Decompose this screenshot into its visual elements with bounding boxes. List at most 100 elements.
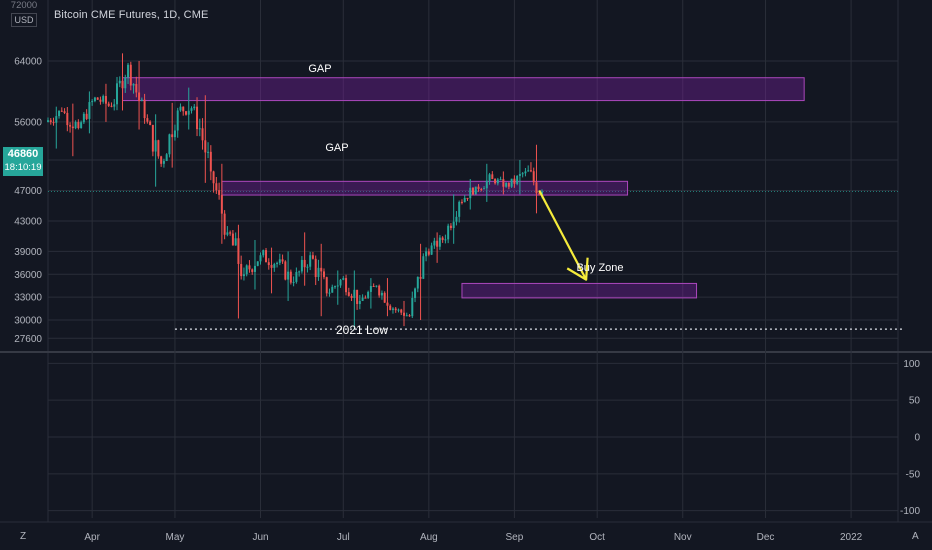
candle-body xyxy=(85,113,88,119)
candle-body xyxy=(140,99,143,102)
candle-body xyxy=(358,300,361,304)
candle-body xyxy=(149,121,152,125)
candle-body xyxy=(267,262,270,266)
candle-body xyxy=(394,308,397,311)
candle-body xyxy=(480,189,483,191)
candle-body xyxy=(218,190,221,195)
candle-body xyxy=(93,97,96,102)
candle-body xyxy=(207,151,210,153)
time-tick-label: Jun xyxy=(252,532,268,543)
candle-body xyxy=(389,305,392,310)
candle-body xyxy=(132,83,135,86)
candle-body xyxy=(259,255,262,262)
candle-body xyxy=(91,101,94,103)
candle-body xyxy=(309,255,312,267)
time-tick-label: Sep xyxy=(505,532,523,543)
candle-body xyxy=(184,111,187,115)
candle-body xyxy=(173,130,176,138)
price-axis-unit: 72000 USD xyxy=(4,0,44,27)
candle-body xyxy=(196,106,199,130)
gap-lower-label: GAP xyxy=(325,142,349,154)
candle-body xyxy=(157,140,160,157)
candle-body xyxy=(466,197,469,199)
candle-body xyxy=(356,289,359,304)
candle-body xyxy=(295,272,298,282)
candle-body xyxy=(499,179,502,181)
auto-scale-button[interactable]: A xyxy=(912,531,919,542)
candle-body xyxy=(198,128,201,130)
candle-body xyxy=(411,297,414,317)
candle-body xyxy=(99,99,102,102)
oscillator-tick-label: 0 xyxy=(914,433,920,444)
candle-body xyxy=(223,213,226,235)
candle-body xyxy=(209,151,212,172)
candle-body xyxy=(88,102,91,119)
candle-body xyxy=(510,178,513,187)
forecast-arrow xyxy=(538,189,589,281)
candle-body xyxy=(154,140,157,152)
zone-rect xyxy=(461,282,698,299)
candle-body xyxy=(425,251,428,257)
candle-body xyxy=(436,240,439,247)
candle-body xyxy=(378,285,381,296)
candle-body xyxy=(176,110,179,131)
candle-body xyxy=(162,161,165,164)
zoom-button[interactable]: Z xyxy=(20,531,27,542)
price-tick-label: 33000 xyxy=(14,293,42,304)
candle-body xyxy=(201,128,204,141)
price-tick-label: 30000 xyxy=(14,316,42,327)
candle-body xyxy=(60,110,63,112)
candle-body xyxy=(281,259,284,262)
candle-body xyxy=(204,140,207,153)
candle-body xyxy=(193,106,196,109)
candle-body xyxy=(535,182,538,194)
candle-body xyxy=(49,120,52,123)
buy-zone-label: Buy Zone xyxy=(576,262,624,274)
candle-body xyxy=(391,308,394,310)
candle-body xyxy=(538,193,541,195)
candle-body xyxy=(80,122,83,128)
candle-body xyxy=(422,256,425,279)
last-price-tag: 46860 18:10:19 xyxy=(3,147,43,176)
candle-body xyxy=(298,271,301,273)
candle-body xyxy=(118,80,121,84)
candle-body xyxy=(314,258,317,278)
time-tick-label: Aug xyxy=(420,532,438,543)
candle-body xyxy=(107,103,110,106)
candle-body xyxy=(306,266,309,268)
candle-body xyxy=(540,191,543,195)
candle-body xyxy=(104,96,107,104)
candle-body xyxy=(441,237,444,240)
oscillator-tick-label: 50 xyxy=(909,396,921,407)
candle-body xyxy=(380,292,383,296)
candle-body xyxy=(474,186,477,195)
candle-body xyxy=(342,278,345,280)
candle-body xyxy=(110,105,113,107)
time-tick-label: May xyxy=(165,532,184,543)
time-tick-label: Apr xyxy=(84,532,100,543)
candle-body xyxy=(524,171,527,174)
candle-body xyxy=(433,240,436,246)
price-tick-label: 36000 xyxy=(14,270,42,281)
candle-body xyxy=(496,179,499,184)
candle-body xyxy=(414,288,417,298)
oscillator-tick-label: -100 xyxy=(900,506,920,517)
candle-body xyxy=(215,183,218,191)
candle-body xyxy=(444,239,447,241)
candle-body xyxy=(334,286,337,288)
price-tick-label: 56000 xyxy=(14,117,42,128)
candle-body xyxy=(529,170,532,172)
candle-body xyxy=(350,295,353,298)
candles[interactable] xyxy=(47,53,543,330)
candle-body xyxy=(505,183,508,187)
last-price-value: 46860 xyxy=(7,148,39,160)
candle-body xyxy=(320,267,323,272)
candle-body xyxy=(502,179,505,187)
candle-body xyxy=(491,174,494,180)
oscillator-axis-ticks: 100 50 0 -50 -100 xyxy=(900,359,920,517)
candle-body xyxy=(386,302,389,306)
price-tick-label: 27600 xyxy=(14,334,42,345)
candle-body xyxy=(438,237,441,247)
candle-body xyxy=(347,292,350,296)
